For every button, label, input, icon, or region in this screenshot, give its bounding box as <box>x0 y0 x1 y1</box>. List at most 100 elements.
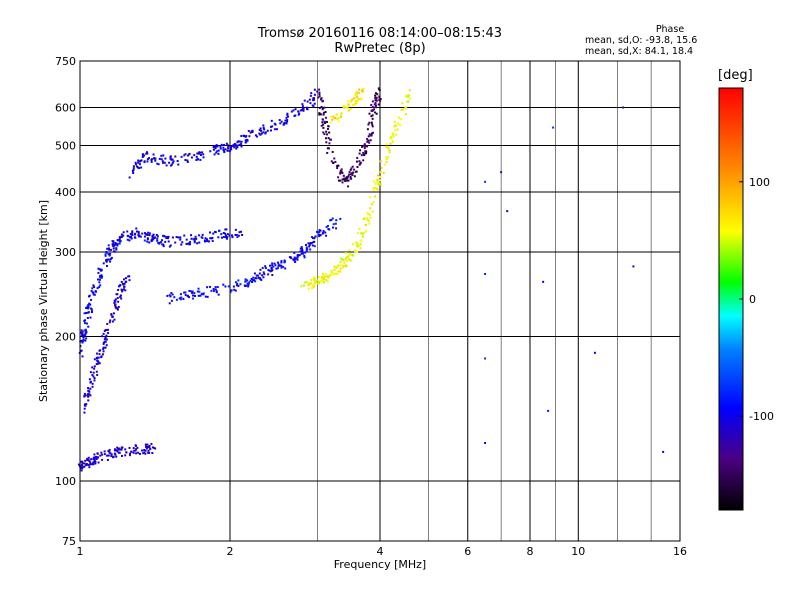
data-point <box>383 163 386 166</box>
data-point <box>348 171 351 174</box>
data-point <box>214 147 217 150</box>
data-point <box>368 112 371 115</box>
data-point <box>109 258 112 261</box>
data-point <box>217 152 220 155</box>
data-point <box>353 103 356 106</box>
data-point <box>388 148 391 151</box>
data-point <box>337 265 340 268</box>
data-point <box>220 233 223 236</box>
data-point <box>219 147 222 150</box>
data-point <box>146 158 149 161</box>
data-point <box>119 284 122 287</box>
data-point <box>362 159 365 162</box>
data-point <box>303 254 306 257</box>
data-point <box>83 329 86 332</box>
data-point <box>95 356 98 359</box>
data-point <box>92 371 95 374</box>
data-point <box>120 235 123 238</box>
data-point <box>103 453 106 456</box>
data-point <box>183 154 186 157</box>
data-point <box>244 280 247 283</box>
data-point <box>102 350 105 353</box>
data-point <box>484 272 487 275</box>
data-point <box>267 269 270 272</box>
data-point <box>132 451 135 454</box>
data-point <box>330 218 333 221</box>
data-point <box>377 103 380 106</box>
data-point <box>198 151 201 154</box>
data-point <box>131 233 134 236</box>
data-point <box>366 145 369 148</box>
data-point <box>318 106 321 109</box>
data-point <box>91 385 94 388</box>
data-point <box>299 109 302 112</box>
data-point <box>371 125 374 128</box>
data-point <box>276 261 279 264</box>
data-point <box>91 287 94 290</box>
data-point <box>234 228 237 231</box>
data-point <box>360 97 363 100</box>
data-point <box>260 129 263 132</box>
data-point <box>376 188 379 191</box>
data-point <box>379 100 382 103</box>
data-point <box>100 276 103 279</box>
data-point <box>371 109 374 112</box>
data-point <box>391 141 394 144</box>
data-point <box>284 267 287 270</box>
data-point <box>115 455 118 458</box>
data-point <box>336 165 339 168</box>
data-point <box>215 291 218 294</box>
data-point <box>110 313 113 316</box>
data-point <box>593 351 596 354</box>
data-point <box>131 231 134 234</box>
data-point <box>325 120 328 123</box>
data-point <box>229 145 232 148</box>
data-point <box>222 283 225 286</box>
data-point <box>216 286 219 289</box>
data-point <box>309 242 312 245</box>
data-point <box>147 451 150 454</box>
data-point <box>204 295 207 298</box>
data-point <box>195 159 198 162</box>
x-axis-label: Frequency [MHz] <box>334 558 426 571</box>
data-point <box>96 287 99 290</box>
data-point <box>368 133 371 136</box>
data-point <box>285 119 288 122</box>
data-point <box>310 235 313 238</box>
data-point <box>137 451 140 454</box>
data-point <box>370 104 373 107</box>
data-point <box>109 319 112 322</box>
data-point <box>378 96 381 99</box>
data-point <box>164 157 167 160</box>
data-point <box>168 245 171 248</box>
data-point <box>196 242 199 245</box>
data-point <box>106 328 109 331</box>
data-point <box>224 285 227 288</box>
data-point <box>155 233 158 236</box>
data-point <box>313 93 316 96</box>
data-point <box>340 258 343 261</box>
data-point <box>184 293 187 296</box>
data-point <box>506 210 509 213</box>
data-point <box>308 244 311 247</box>
data-point <box>310 281 313 284</box>
colorbar-tick-label: 0 <box>749 293 756 306</box>
data-point <box>127 275 130 278</box>
data-point <box>321 121 324 124</box>
data-point <box>318 91 321 94</box>
data-point <box>371 100 374 103</box>
data-point <box>342 106 345 109</box>
data-point <box>375 112 378 115</box>
data-point <box>97 461 100 464</box>
data-point <box>217 293 220 296</box>
data-point <box>88 459 91 462</box>
data-point <box>343 261 346 264</box>
data-point <box>369 139 372 142</box>
data-point <box>392 135 395 138</box>
data-point <box>280 120 283 123</box>
data-point <box>93 453 96 456</box>
data-point <box>160 239 163 242</box>
data-point <box>336 272 339 275</box>
data-point <box>304 243 307 246</box>
data-point <box>117 239 120 242</box>
